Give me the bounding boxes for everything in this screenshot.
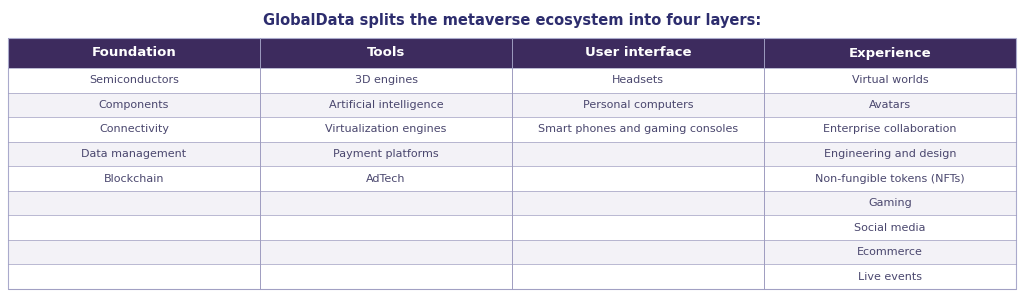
- Bar: [8, 215, 260, 240]
- Bar: [8, 191, 260, 215]
- Text: Personal computers: Personal computers: [583, 100, 693, 110]
- Text: Ecommerce: Ecommerce: [857, 247, 923, 257]
- Bar: [764, 166, 1016, 191]
- Bar: [8, 38, 1016, 289]
- Bar: [512, 191, 764, 215]
- Bar: [764, 93, 1016, 117]
- Text: Virtual worlds: Virtual worlds: [852, 75, 929, 85]
- Bar: [8, 240, 260, 265]
- Text: Blockchain: Blockchain: [103, 173, 164, 183]
- Text: Artificial intelligence: Artificial intelligence: [329, 100, 443, 110]
- Text: Data management: Data management: [82, 149, 186, 159]
- Text: Headsets: Headsets: [612, 75, 664, 85]
- Text: Gaming: Gaming: [868, 198, 912, 208]
- Text: Social media: Social media: [854, 223, 926, 233]
- Text: Connectivity: Connectivity: [99, 125, 169, 134]
- Bar: [260, 38, 512, 68]
- Bar: [8, 265, 260, 289]
- Text: Smart phones and gaming consoles: Smart phones and gaming consoles: [538, 125, 738, 134]
- Bar: [260, 240, 512, 265]
- Text: Virtualization engines: Virtualization engines: [326, 125, 446, 134]
- Text: Enterprise collaboration: Enterprise collaboration: [823, 125, 956, 134]
- Bar: [260, 93, 512, 117]
- Bar: [260, 191, 512, 215]
- Bar: [260, 166, 512, 191]
- Bar: [512, 38, 764, 68]
- Bar: [8, 68, 260, 93]
- Bar: [764, 142, 1016, 166]
- Bar: [8, 166, 260, 191]
- Text: Payment platforms: Payment platforms: [333, 149, 439, 159]
- Bar: [260, 215, 512, 240]
- Bar: [512, 142, 764, 166]
- Text: AdTech: AdTech: [367, 173, 406, 183]
- Bar: [512, 265, 764, 289]
- Bar: [512, 93, 764, 117]
- Bar: [8, 117, 260, 142]
- Text: Tools: Tools: [367, 47, 406, 59]
- Text: GlobalData splits the metaverse ecosystem into four layers:: GlobalData splits the metaverse ecosyste…: [263, 13, 761, 28]
- Bar: [764, 215, 1016, 240]
- Bar: [260, 68, 512, 93]
- Bar: [512, 68, 764, 93]
- Bar: [512, 117, 764, 142]
- Text: Engineering and design: Engineering and design: [823, 149, 956, 159]
- Bar: [764, 265, 1016, 289]
- Bar: [764, 240, 1016, 265]
- Text: Non-fungible tokens (NFTs): Non-fungible tokens (NFTs): [815, 173, 965, 183]
- Text: Semiconductors: Semiconductors: [89, 75, 179, 85]
- Bar: [764, 38, 1016, 68]
- Bar: [764, 117, 1016, 142]
- Bar: [8, 38, 260, 68]
- Bar: [512, 240, 764, 265]
- Bar: [512, 166, 764, 191]
- Text: Live events: Live events: [858, 272, 922, 282]
- Bar: [260, 265, 512, 289]
- Bar: [8, 93, 260, 117]
- Bar: [260, 142, 512, 166]
- Text: User interface: User interface: [585, 47, 691, 59]
- Text: 3D engines: 3D engines: [354, 75, 418, 85]
- Text: Foundation: Foundation: [91, 47, 176, 59]
- Bar: [260, 117, 512, 142]
- Bar: [764, 191, 1016, 215]
- Bar: [512, 215, 764, 240]
- Text: Components: Components: [98, 100, 169, 110]
- Bar: [8, 142, 260, 166]
- Bar: [764, 68, 1016, 93]
- Text: Experience: Experience: [849, 47, 931, 59]
- Text: Avatars: Avatars: [869, 100, 911, 110]
